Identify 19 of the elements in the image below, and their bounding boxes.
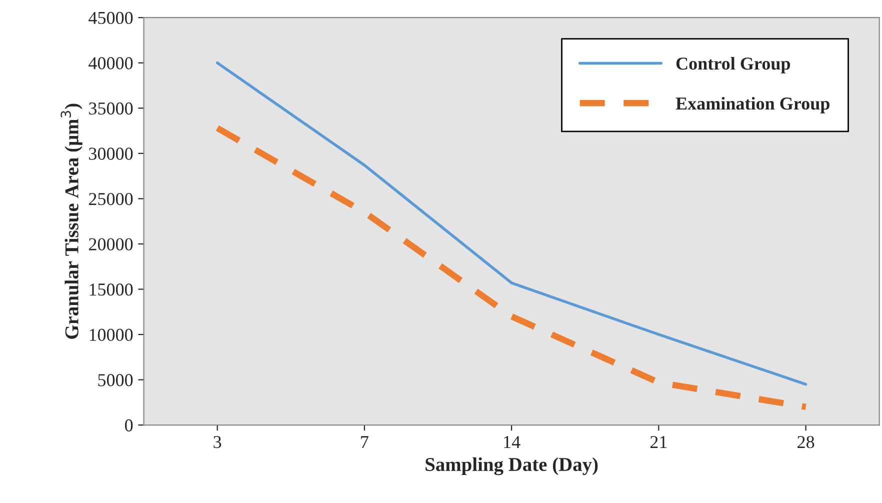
y-tick-label: 5000 <box>98 374 133 386</box>
y-tick-label: 40000 <box>88 57 133 70</box>
y-tick-label: 20000 <box>89 238 133 250</box>
y-tick-label: 10000 <box>90 328 133 341</box>
y-tick-label: 0 <box>125 419 133 432</box>
x-tick-label: 7 <box>361 436 368 448</box>
y-tick-label: 30000 <box>89 148 133 160</box>
y-tick-label: 35000 <box>89 102 133 115</box>
legend-label: Control Group <box>676 57 790 74</box>
x-tick-label: 3 <box>214 436 222 448</box>
x-tick-label: 14 <box>504 436 520 448</box>
x-tick-label: 21 <box>650 436 667 448</box>
y-tick-label: 25000 <box>89 192 133 206</box>
legend-label: Examination Group <box>676 96 830 114</box>
x-axis-title: Sampling Date (Day) <box>426 457 598 476</box>
x-tick-label: 28 <box>798 436 814 448</box>
y-axis-title: Granular Tissue Area (μm$^{3}$) <box>60 104 82 339</box>
y-tick-label: 45000 <box>88 12 133 24</box>
y-tick-label: 15000 <box>90 283 133 296</box>
